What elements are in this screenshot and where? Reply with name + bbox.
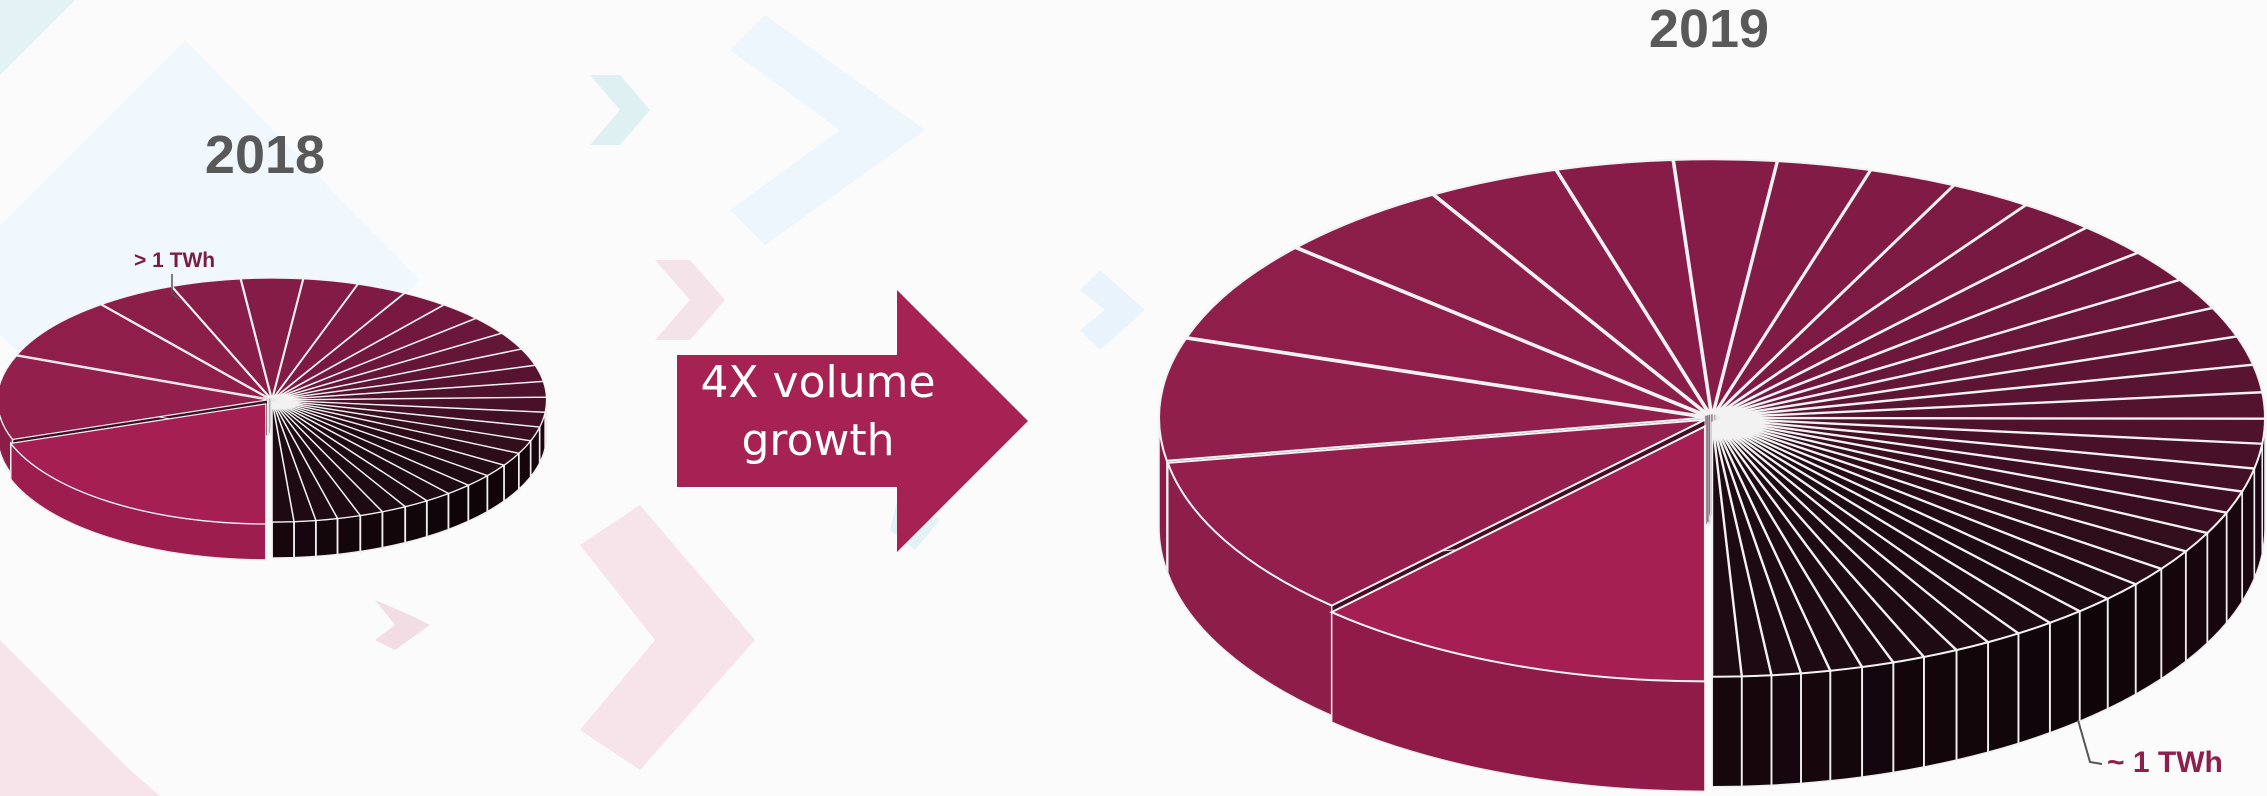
bg-chevron-shape [580, 505, 755, 770]
pie-slice-2018-1 [9, 403, 267, 561]
growth-arrow-label: 4X volume growth [700, 357, 936, 466]
pie-slice-2019-1 [1329, 424, 1706, 793]
bg-chevron-shape [0, 640, 160, 796]
leader-line-2019 [2077, 719, 2103, 765]
bg-chevron-shape [590, 75, 650, 145]
pie-slice-2019-41 [1711, 421, 1743, 788]
bg-chevron-shape [655, 260, 725, 340]
bg-chevron-shape [375, 600, 430, 650]
bg-chevron-shape [730, 15, 925, 245]
slice-annotation-2018: > 1 TWh [134, 249, 216, 272]
year-2019-title: 2019 [1648, 0, 1770, 59]
leader-line-2018 [171, 274, 181, 301]
year-2018-title: 2018 [204, 125, 326, 185]
pie-slice-2018-31 [271, 401, 295, 559]
bg-chevron-shape [0, 0, 75, 75]
slice-annotation-2019: ~ 1 TWh [2107, 746, 2223, 779]
bg-chevron-shape [1080, 270, 1145, 350]
